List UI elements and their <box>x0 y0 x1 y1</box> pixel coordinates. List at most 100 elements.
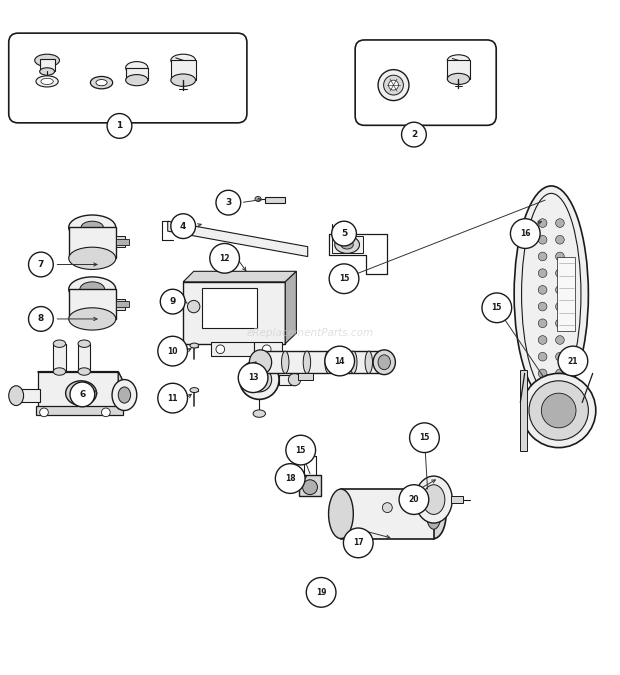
Ellipse shape <box>448 74 469 84</box>
Ellipse shape <box>247 367 272 392</box>
Text: 10: 10 <box>167 346 178 356</box>
Text: 15: 15 <box>296 446 306 454</box>
Bar <box>451 496 463 504</box>
Ellipse shape <box>9 385 24 406</box>
Ellipse shape <box>378 355 391 370</box>
Circle shape <box>399 485 429 514</box>
Ellipse shape <box>373 350 396 375</box>
Text: 8: 8 <box>38 315 44 323</box>
Ellipse shape <box>329 489 353 539</box>
Text: 3: 3 <box>225 198 231 207</box>
Ellipse shape <box>383 503 392 512</box>
Bar <box>78 344 91 371</box>
Ellipse shape <box>303 480 317 495</box>
Bar <box>265 197 285 203</box>
Ellipse shape <box>365 351 373 373</box>
Bar <box>332 236 363 253</box>
Circle shape <box>343 528 373 558</box>
Text: 4: 4 <box>180 221 187 231</box>
Bar <box>341 489 434 539</box>
Ellipse shape <box>538 252 547 261</box>
Ellipse shape <box>521 373 596 448</box>
Ellipse shape <box>556 286 564 294</box>
Text: 1: 1 <box>117 122 123 130</box>
Ellipse shape <box>538 286 547 294</box>
Text: eReplacementParts.com: eReplacementParts.com <box>246 327 374 338</box>
Ellipse shape <box>556 252 564 261</box>
Bar <box>40 59 55 72</box>
Ellipse shape <box>556 352 564 361</box>
Circle shape <box>558 346 588 376</box>
Ellipse shape <box>427 498 441 529</box>
Ellipse shape <box>538 219 547 227</box>
Text: 11: 11 <box>167 394 178 402</box>
Text: 17: 17 <box>353 539 363 547</box>
Bar <box>299 475 321 497</box>
Ellipse shape <box>538 335 547 344</box>
Ellipse shape <box>66 381 97 406</box>
Ellipse shape <box>556 269 564 277</box>
Ellipse shape <box>126 75 148 86</box>
Circle shape <box>29 252 53 277</box>
Ellipse shape <box>341 240 353 249</box>
Circle shape <box>329 264 359 294</box>
Ellipse shape <box>190 343 198 348</box>
Ellipse shape <box>35 54 60 67</box>
Bar <box>520 371 526 451</box>
Circle shape <box>107 113 132 138</box>
Ellipse shape <box>538 319 547 327</box>
Ellipse shape <box>538 302 547 311</box>
Circle shape <box>158 336 187 366</box>
Text: 13: 13 <box>248 373 259 382</box>
Ellipse shape <box>40 408 48 416</box>
Ellipse shape <box>81 221 104 234</box>
Ellipse shape <box>171 74 195 86</box>
Ellipse shape <box>423 485 445 514</box>
Ellipse shape <box>538 236 547 244</box>
Ellipse shape <box>216 345 224 354</box>
Text: 18: 18 <box>285 474 296 483</box>
Ellipse shape <box>91 76 113 89</box>
Circle shape <box>171 214 195 238</box>
Bar <box>38 371 118 408</box>
Text: 19: 19 <box>316 588 326 597</box>
Ellipse shape <box>448 55 469 66</box>
Text: 14: 14 <box>334 356 345 365</box>
Bar <box>183 282 285 344</box>
Circle shape <box>29 306 53 331</box>
Bar <box>53 344 66 371</box>
Bar <box>126 68 148 80</box>
Ellipse shape <box>514 186 588 402</box>
Bar <box>116 298 125 310</box>
Text: 15: 15 <box>492 303 502 313</box>
Ellipse shape <box>112 379 137 410</box>
Ellipse shape <box>303 351 311 373</box>
Circle shape <box>286 435 316 465</box>
Circle shape <box>216 190 241 215</box>
Ellipse shape <box>190 387 198 393</box>
Bar <box>260 351 384 373</box>
Ellipse shape <box>118 387 131 403</box>
Text: 20: 20 <box>409 495 419 504</box>
Text: 6: 6 <box>79 390 86 399</box>
Ellipse shape <box>72 385 91 400</box>
Ellipse shape <box>171 54 195 67</box>
Ellipse shape <box>78 340 91 348</box>
Bar <box>557 257 575 331</box>
Ellipse shape <box>335 236 360 253</box>
Text: 15: 15 <box>419 433 430 442</box>
Ellipse shape <box>53 368 66 375</box>
Text: 2: 2 <box>411 130 417 139</box>
Circle shape <box>158 383 187 413</box>
Ellipse shape <box>288 373 301 385</box>
Bar <box>116 301 130 307</box>
Ellipse shape <box>36 76 58 87</box>
Ellipse shape <box>389 80 399 90</box>
Ellipse shape <box>350 351 357 373</box>
Polygon shape <box>118 371 125 408</box>
Ellipse shape <box>556 369 564 378</box>
Ellipse shape <box>538 352 547 361</box>
Circle shape <box>510 219 540 248</box>
Ellipse shape <box>262 345 271 354</box>
Ellipse shape <box>239 360 279 400</box>
